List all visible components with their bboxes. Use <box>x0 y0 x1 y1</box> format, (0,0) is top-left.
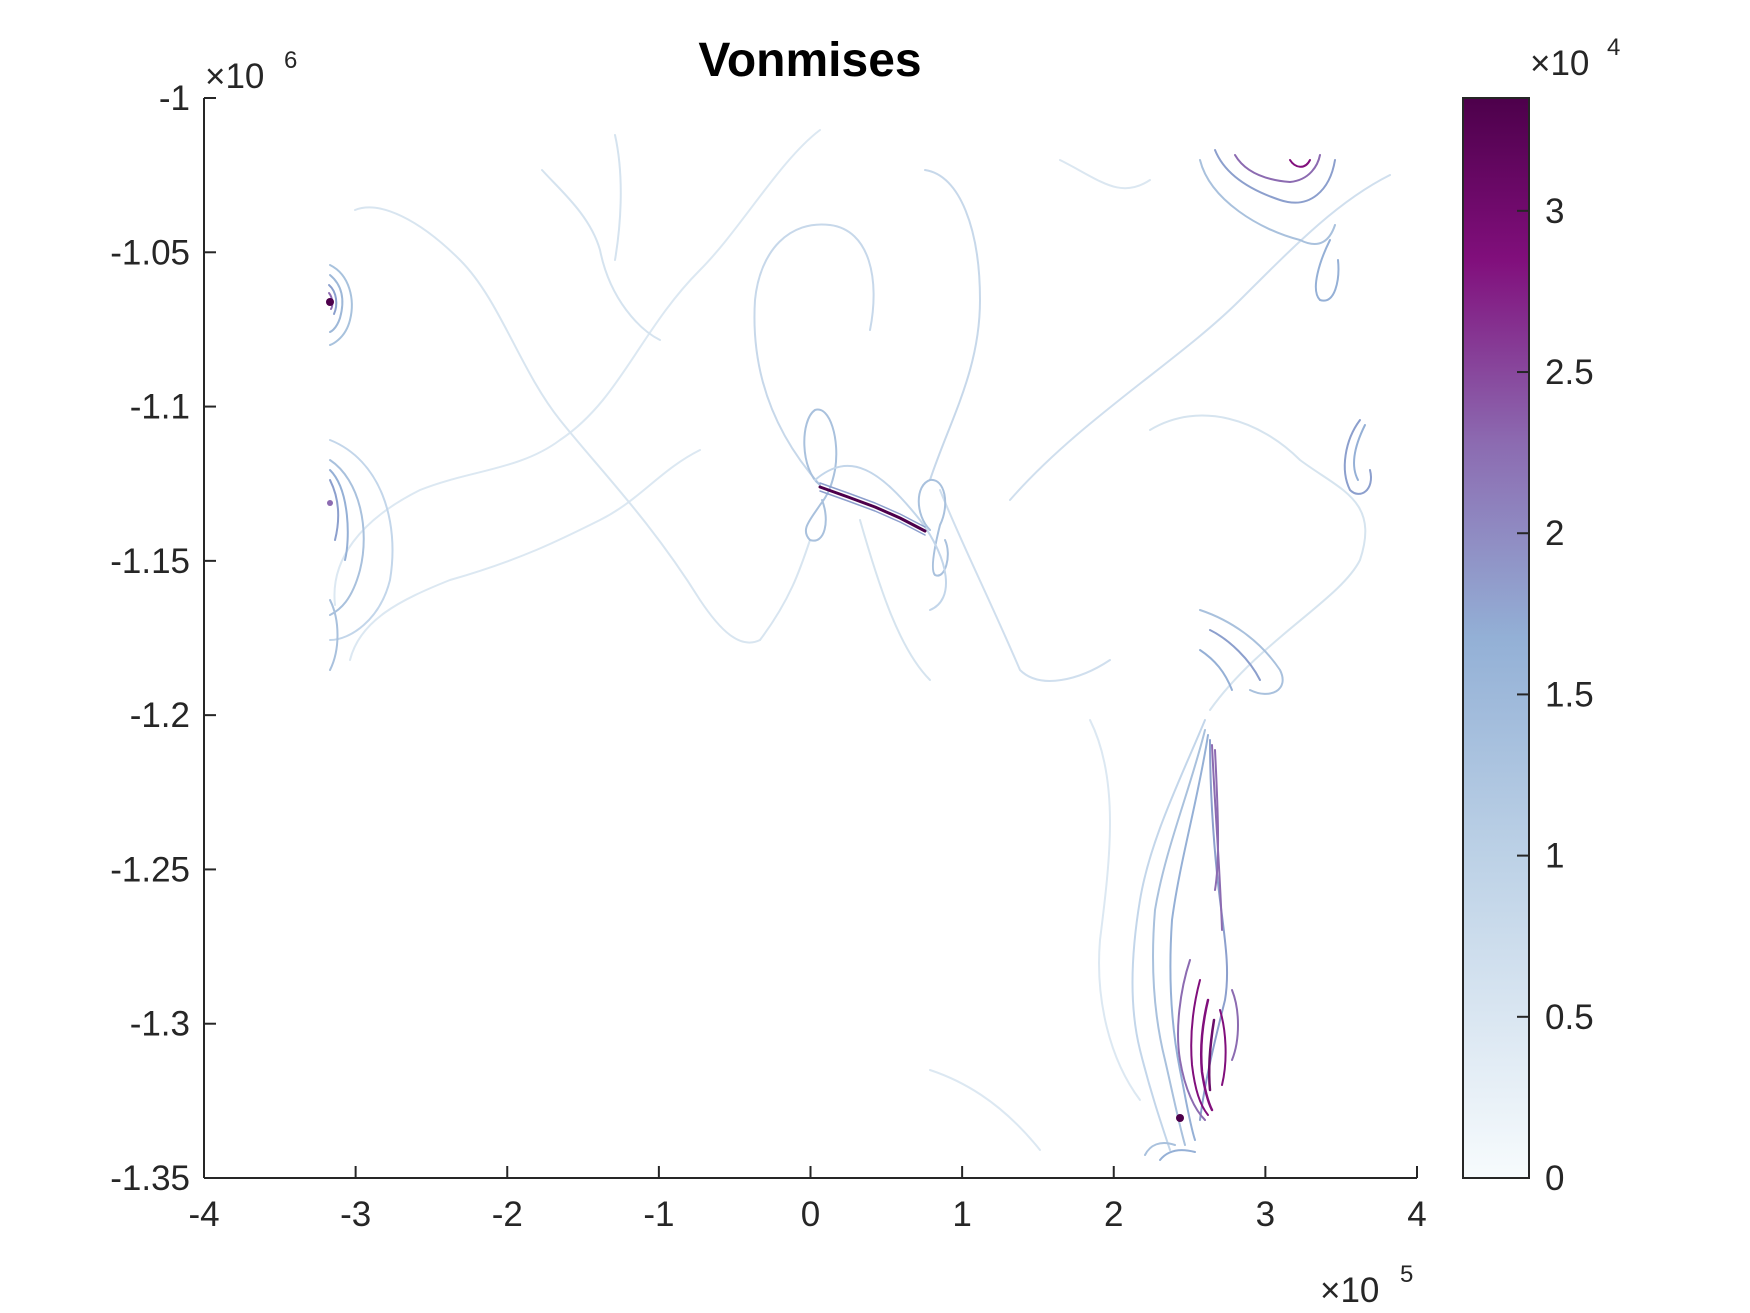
contour-lower-mid-3 <box>1199 649 1233 691</box>
contour-left-top-3 <box>328 284 338 315</box>
contour-lower-right-8 <box>1190 979 1209 1116</box>
x-tick-label: 3 <box>1256 1195 1275 1234</box>
contour-lower-right-1 <box>1131 719 1206 1151</box>
contour-upper-right-4 <box>1199 159 1336 245</box>
svg-text:×10: ×10 <box>205 57 264 96</box>
chart-title: Vonmises <box>698 34 921 87</box>
contour-faint-1 <box>333 129 821 606</box>
svg-text:×10: ×10 <box>1530 44 1589 83</box>
contour-left-mid-5 <box>329 599 339 671</box>
svg-text:4: 4 <box>1607 34 1620 61</box>
crack-halo <box>819 482 926 536</box>
x-tick-label: -4 <box>188 1195 219 1234</box>
svg-text:×10: ×10 <box>1320 1271 1379 1310</box>
colorbar-tick-label: 2 <box>1545 514 1564 553</box>
contour-faint-2 <box>349 449 701 661</box>
x-tick-label: 4 <box>1407 1195 1426 1234</box>
contour-left-top-2 <box>329 274 344 333</box>
colorbar-tick-label: 1 <box>1545 837 1564 876</box>
colorbar: 0 0.5 1 1.5 2 2.5 3 ×10 4 <box>1462 34 1620 1198</box>
contour-faint-5 <box>354 206 761 644</box>
colorbar-tick-label: 2.5 <box>1545 353 1594 392</box>
y-tick-label: -1.15 <box>110 542 190 581</box>
y-tick-label: -1.35 <box>110 1159 190 1198</box>
contour-faint-9 <box>939 489 1111 682</box>
contour-faint-13 <box>1149 414 1367 711</box>
colorbar-tick-label: 1.5 <box>1545 675 1594 714</box>
contour-bottom-1 <box>1144 1142 1176 1156</box>
colorbar-tick-label: 0 <box>1545 1159 1564 1198</box>
contour-crack-outer <box>814 464 947 611</box>
contour-lower-right-11 <box>1219 1009 1227 1086</box>
contour-crack-lobe-right <box>917 478 949 577</box>
contour-faint-7 <box>753 223 875 486</box>
hotspot-left-top <box>326 298 334 306</box>
contour-lines <box>326 129 1391 1161</box>
svg-text:6: 6 <box>284 47 297 74</box>
contour-faint-14 <box>1089 719 1141 1101</box>
svg-text:5: 5 <box>1400 1261 1413 1288</box>
crack-line <box>818 485 927 533</box>
contour-faint-10 <box>859 519 931 681</box>
contour-upper-right-6 <box>1343 419 1372 495</box>
contour-upper-right-3 <box>1289 159 1311 168</box>
y-tick-label: -1 <box>159 79 190 118</box>
contour-faint-12 <box>1059 159 1151 190</box>
contour-left-top-1 <box>329 264 353 346</box>
y-tick-label: -1.3 <box>130 1005 190 1044</box>
contour-lower-right-10 <box>1207 1018 1216 1092</box>
contour-faint-11 <box>1009 174 1391 501</box>
x-ticks: -4 -3 -2 -1 0 1 2 3 4 <box>188 1166 1427 1234</box>
x-tick-label: 1 <box>952 1195 971 1234</box>
colorbar-exponent: ×10 4 <box>1530 34 1620 83</box>
colorbar-tick-label: 0.5 <box>1545 998 1594 1037</box>
contour-left-mid-4 <box>329 479 340 541</box>
contour-lower-right-12 <box>1231 989 1239 1061</box>
contour-left-mid-1 <box>329 439 394 641</box>
y-exponent: ×10 6 <box>205 47 297 96</box>
x-tick-label: -2 <box>492 1195 523 1234</box>
contour-left-mid-3 <box>329 469 349 561</box>
contour-bottom-2 <box>1159 1149 1196 1161</box>
contour-faint-8 <box>924 169 981 481</box>
x-tick-label: 2 <box>1104 1195 1123 1234</box>
x-tick-label: -3 <box>340 1195 371 1234</box>
contour-left-mid-2 <box>329 459 365 616</box>
contour-faint-6 <box>759 539 811 641</box>
contour-faint-4 <box>614 134 622 261</box>
contour-lower-right-9 <box>1200 998 1214 1112</box>
hotspot-lower-right <box>1176 1114 1184 1122</box>
contour-upper-right-7 <box>1353 424 1366 481</box>
x-tick-label: -1 <box>643 1195 674 1234</box>
y-tick-label: -1.1 <box>130 388 190 427</box>
colorbar-ticks: 0 0.5 1 1.5 2 2.5 3 <box>1517 192 1594 1198</box>
y-tick-label: -1.05 <box>110 233 190 272</box>
axes <box>203 98 1417 1179</box>
contour-upper-right-2 <box>1234 154 1321 183</box>
x-exponent: ×10 5 <box>1320 1261 1413 1310</box>
contour-crack-lobe-left <box>803 408 838 542</box>
hotspot-left-mid <box>327 500 333 506</box>
y-tick-label: -1.2 <box>130 696 190 735</box>
contour-lower-right-7 <box>1177 959 1206 1121</box>
contour-faint-3 <box>541 169 661 341</box>
contour-upper-right-5 <box>1314 239 1340 302</box>
contour-lower-mid-2 <box>1209 629 1261 681</box>
contour-lower-right-3 <box>1169 734 1209 1141</box>
contour-lower-right-6 <box>1214 749 1220 891</box>
colorbar-gradient <box>1462 97 1530 1179</box>
x-tick-label: 0 <box>801 1195 820 1234</box>
contour-faint-15 <box>929 1069 1041 1151</box>
contour-upper-right-1 <box>1214 149 1336 204</box>
y-ticks: -1 -1.05 -1.1 -1.15 -1.2 -1.25 -1.3 -1.35 <box>110 79 216 1198</box>
contour-lower-mid-1 <box>1199 609 1284 695</box>
contour-lower-right-2 <box>1152 729 1206 1146</box>
colorbar-tick-label: 3 <box>1545 192 1564 231</box>
contour-lower-right-4 <box>1199 739 1229 1121</box>
y-tick-label: -1.25 <box>110 850 190 889</box>
